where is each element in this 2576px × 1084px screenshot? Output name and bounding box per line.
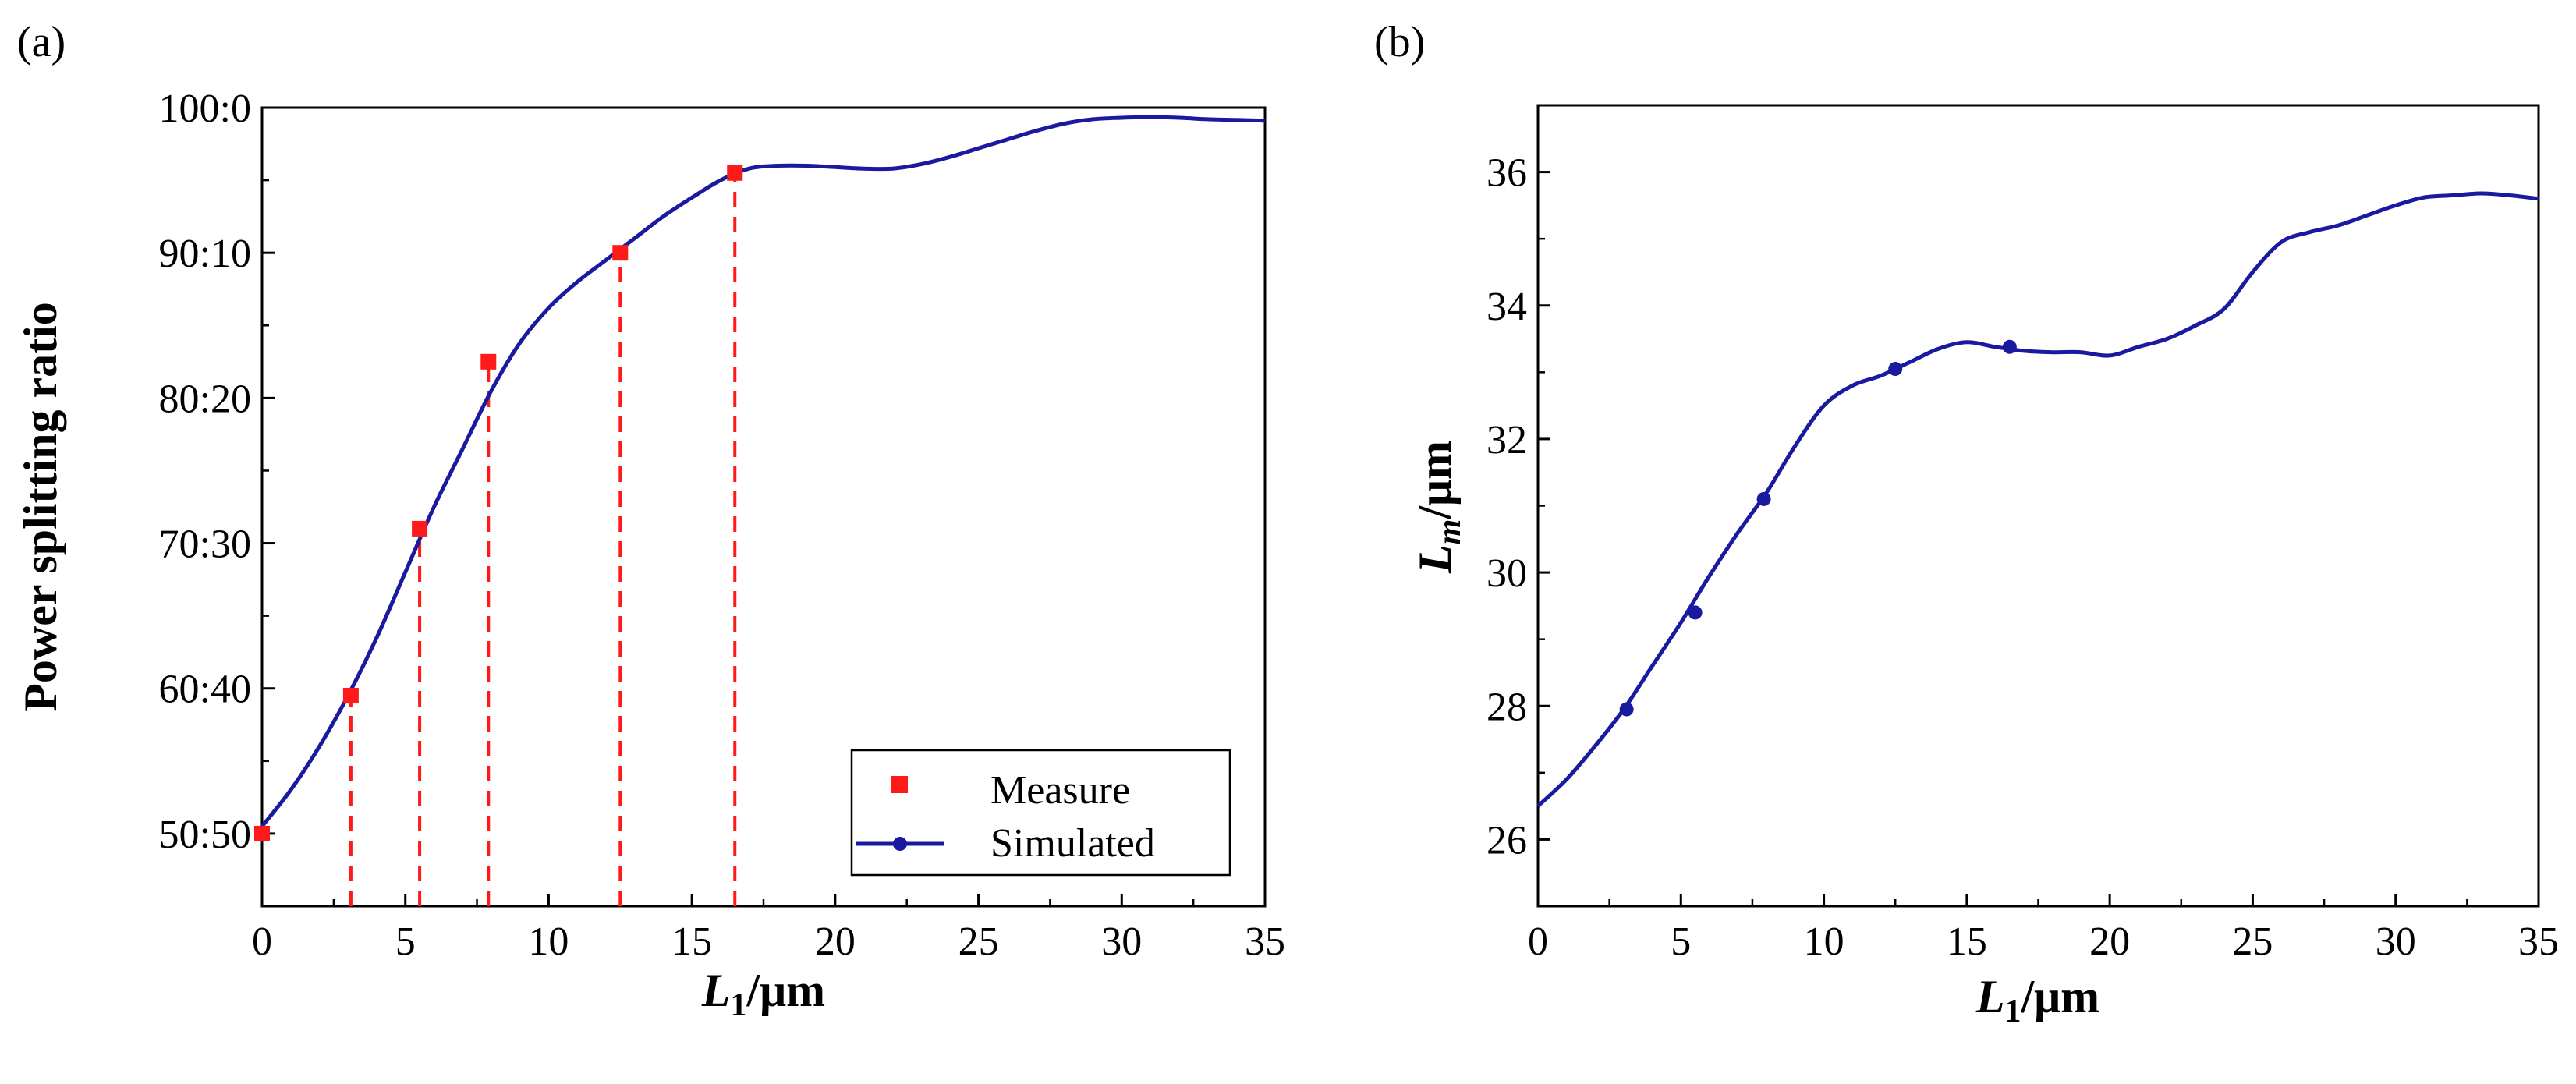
panel-b-xlabel: L1/μm: [1975, 971, 2099, 1029]
panel-a-y-tick-label: 70:30: [159, 523, 251, 567]
panel-b-x-tick-label: 35: [2518, 919, 2559, 964]
panel-b-x-tick-label: 30: [2376, 919, 2416, 964]
panel-a-ylabel: Power splitting ratio: [15, 302, 66, 712]
panel-a-xlabel-sub: 1: [730, 987, 746, 1023]
legend-simulated-label: Simulated: [990, 821, 1155, 866]
panel-a-y-tick-label: 50:50: [159, 813, 251, 857]
panel-a-x-tick-label: 30: [1101, 919, 1142, 964]
measure-point: [342, 688, 359, 704]
panel-b-series: [1536, 191, 2539, 808]
panel-a-label: (a): [17, 18, 66, 66]
panel-b-x-tick-label: 25: [2232, 919, 2273, 964]
panel-b-xlabel-unit: /μm: [2020, 971, 2099, 1022]
panel-a-y-tick-label: 80:20: [159, 377, 251, 421]
lm-point: [2002, 339, 2017, 354]
legend-measure-marker: [891, 776, 908, 793]
panel-b-y-tick-label: 26: [1486, 818, 1527, 863]
panel-b-y-tick-label: 36: [1486, 151, 1527, 196]
lm-point: [1756, 491, 1771, 506]
panel-a: (a) 0 5 10 15 20 25 30 35 50:50 60:40 70:30 80:20 90…: [15, 18, 1285, 1023]
panel-b-xlabel-main: L: [1975, 971, 2005, 1022]
panel-a-ticks: 0 5 10 15 20 25 30 35 50:50 60:40 70:30 80:20 90:10 1…: [159, 87, 1285, 964]
panel-a-y-tick-label: 60:40: [159, 668, 251, 712]
panel-b-xlabel-sub: 1: [2004, 994, 2021, 1029]
panel-a-x-tick-label: 10: [528, 919, 569, 964]
panel-b-label: (b): [1374, 18, 1425, 66]
panel-a-x-tick-label: 20: [815, 919, 856, 964]
panel-b-x-tick-label: 5: [1671, 919, 1691, 964]
panel-a-x-tick-label: 15: [671, 919, 712, 964]
panel-a-legend: Measure Simulated: [850, 749, 1231, 877]
lm-line: [1536, 191, 2539, 808]
panel-b-x-tick-label: 20: [2089, 919, 2130, 964]
legend-simulated-dot: [893, 837, 907, 851]
lm-point: [1688, 605, 1703, 620]
panel-b-frame: [1536, 104, 2540, 908]
panel-b-y-tick-label: 30: [1486, 551, 1527, 596]
lm-point: [1619, 702, 1634, 717]
panel-b-y-tick-label: 32: [1486, 418, 1527, 462]
panel-a-xlabel: L1/μm: [701, 965, 825, 1023]
panel-b-y-tick-label: 34: [1486, 285, 1527, 329]
measure-point: [480, 353, 497, 370]
panel-b-markers: [1619, 339, 2017, 717]
simulated-line: [260, 115, 1266, 828]
panel-a-x-tick-label: 25: [958, 919, 999, 964]
panel-b-ticks: 0 5 10 15 20 25 30 35 26 28 30 32 34 36: [1486, 104, 2559, 964]
panel-a-x-tick-label: 0: [252, 919, 272, 964]
measure-point: [412, 520, 428, 537]
panel-b-x-tick-label: 10: [1804, 919, 1844, 964]
panel-a-measure-markers: [254, 165, 743, 841]
panel-a-xlabel-unit: /μm: [746, 965, 825, 1016]
measure-point: [254, 825, 270, 841]
panel-b-ylabel-main: L: [1409, 544, 1461, 574]
panel-b-ylabel: Lm/μm: [1409, 441, 1468, 574]
panel-b-ylabel-sub: m: [1432, 519, 1468, 545]
panel-b-x-tick-label: 0: [1528, 919, 1548, 964]
panel-b-ylabel-unit: /μm: [1409, 441, 1461, 520]
panel-b-x-tick-label: 15: [1947, 919, 1987, 964]
panel-a-y-tick-label: 100:0: [159, 87, 251, 131]
legend-measure-label: Measure: [990, 768, 1130, 813]
legend-box: [850, 749, 1231, 877]
measure-point: [612, 245, 629, 261]
panel-b-y-tick-label: 28: [1486, 685, 1527, 729]
measure-point: [727, 165, 743, 181]
lm-point: [1888, 362, 1903, 377]
panel-a-x-tick-label: 5: [395, 919, 416, 964]
panel-a-xlabel-main: L: [701, 965, 731, 1016]
panel-a-dashed-guides: [349, 172, 737, 906]
panel-a-y-tick-label: 90:10: [159, 232, 251, 276]
panel-a-x-tick-label: 35: [1245, 919, 1285, 964]
panel-a-series: [260, 115, 1266, 828]
